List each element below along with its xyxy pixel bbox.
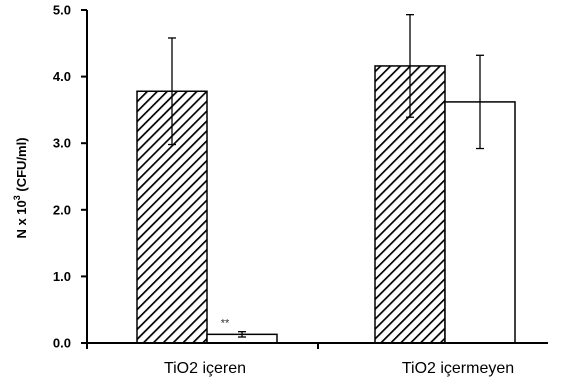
x-category-label: TiO2 içeren <box>164 360 246 377</box>
axes-layer <box>81 9 548 349</box>
error-bar-hatched-2 <box>406 14 414 118</box>
y-tick-label: 5.0 <box>53 3 71 18</box>
y-axis-label-exponent: 3 <box>12 195 22 200</box>
y-axis-label-prefix: N x 10 <box>14 200 29 238</box>
y-axis-label: N x 103 (CFU/ml) <box>12 137 29 238</box>
error-bar-white-1 <box>238 331 246 338</box>
error-bar-hatched-1 <box>168 37 176 146</box>
y-axis-label-unit: (CFU/ml) <box>14 137 29 195</box>
bars-layer <box>136 65 516 344</box>
tick-labels-layer: 0.0 1.0 2.0 3.0 4.0 5.0 TiO2 içeren TiO2 içerme… <box>53 3 514 378</box>
svg-text:N x 103 (CFU/ml): N x 103 (CFU/ml) <box>12 137 29 238</box>
x-category-label: TiO2 içermeyen <box>402 360 514 377</box>
y-tick-label: 2.0 <box>53 202 71 217</box>
y-tick-label: 3.0 <box>53 136 71 151</box>
error-bars-layer <box>168 14 484 338</box>
significance-annotation: ** <box>221 318 230 330</box>
error-bar-white-2 <box>476 54 484 150</box>
y-tick-label: 0.0 <box>53 336 71 351</box>
y-tick-label: 1.0 <box>53 269 71 284</box>
y-tick-label: 4.0 <box>53 69 71 84</box>
